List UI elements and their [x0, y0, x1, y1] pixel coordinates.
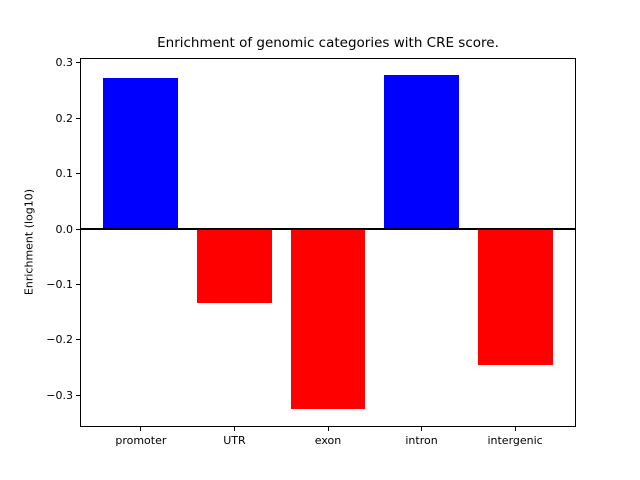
bar-promoter: [103, 77, 179, 230]
y-tick-label: 0.0: [55, 222, 74, 236]
x-tick-mark: [421, 427, 423, 432]
x-tick-mark: [140, 427, 142, 432]
x-tick-mark: [233, 427, 235, 432]
plot-area: [80, 57, 576, 428]
bar-intergenic: [477, 229, 553, 365]
x-tick-label-UTR: UTR: [223, 434, 246, 448]
y-tick-mark: [76, 62, 80, 64]
x-tick-label-intergenic: intergenic: [487, 434, 543, 448]
chart-title: Enrichment of genomic categories with CR…: [157, 35, 499, 51]
y-tick-label: 0.3: [55, 56, 74, 70]
x-tick-mark: [514, 427, 516, 432]
y-tick-mark: [76, 228, 80, 230]
y-tick-mark: [76, 117, 80, 119]
y-tick-label: 0.2: [55, 111, 74, 125]
bar-intron: [384, 74, 459, 230]
y-tick-mark: [76, 394, 80, 396]
bar-exon: [290, 229, 366, 410]
bar-UTR: [197, 229, 272, 304]
y-tick-mark: [76, 173, 80, 175]
x-tick-label-promoter: promoter: [115, 434, 167, 448]
x-tick-mark: [327, 427, 329, 432]
zero-line: [81, 228, 575, 231]
y-tick-mark: [76, 284, 80, 286]
y-tick-mark: [76, 339, 80, 341]
y-tick-label: −0.2: [46, 333, 73, 347]
x-tick-label-exon: exon: [314, 434, 342, 448]
y-tick-label: −0.1: [46, 278, 73, 292]
x-tick-label-intron: intron: [405, 434, 438, 448]
y-tick-label: 0.1: [55, 167, 74, 181]
y-tick-label: −0.3: [46, 388, 73, 402]
